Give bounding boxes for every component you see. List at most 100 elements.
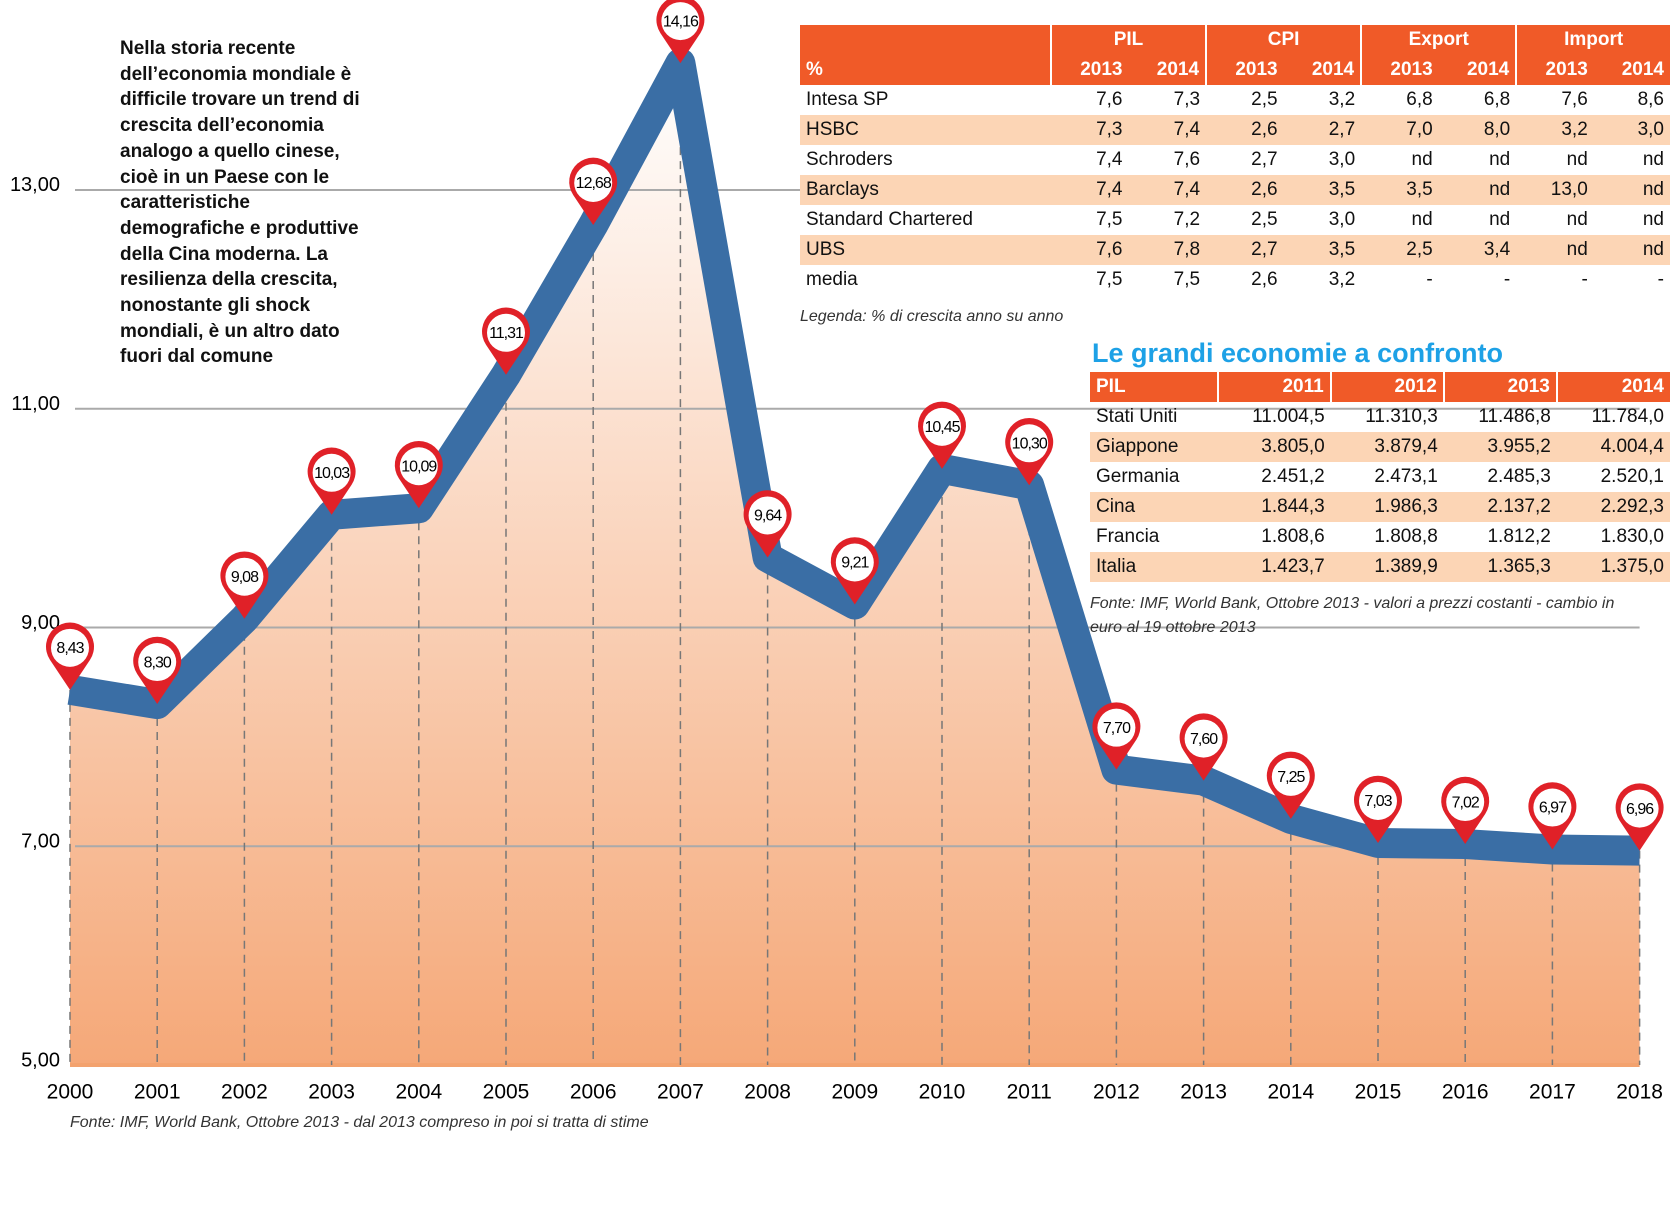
cell: 3,2 bbox=[1328, 89, 1356, 110]
cell: nd bbox=[1516, 235, 1594, 265]
cell: 1.808,6 bbox=[1261, 526, 1325, 547]
row: Francia 1.808,6 1.808,8 1.812,2 1.830,0 bbox=[1090, 522, 1670, 552]
cell: Giappone bbox=[1090, 432, 1218, 462]
cell: nd bbox=[1566, 209, 1588, 230]
x-tick-label: 2001 bbox=[134, 1081, 181, 1104]
cell: nd bbox=[1566, 149, 1588, 170]
pin-face bbox=[923, 407, 961, 446]
cell: 7,6 bbox=[1561, 89, 1588, 110]
x-tick-label: 2004 bbox=[395, 1081, 442, 1104]
cell: 7,0 bbox=[1361, 115, 1439, 145]
cell: 3,2 bbox=[1328, 269, 1356, 290]
cell: Schroders bbox=[806, 149, 893, 170]
cell: 8,6 bbox=[1637, 89, 1664, 110]
value-label: 14,16 bbox=[663, 13, 699, 30]
cell: nd bbox=[1411, 149, 1433, 170]
cell: 1.375,0 bbox=[1556, 552, 1670, 582]
value-label: 11,31 bbox=[489, 325, 524, 342]
pin: 10,45 bbox=[917, 401, 967, 469]
cell: 2,6 bbox=[1251, 269, 1278, 290]
row: Giappone 3.805,0 3.879,4 3.955,2 4.004,4 bbox=[1090, 432, 1670, 462]
cell: 11.310,3 bbox=[1365, 406, 1438, 427]
value-label: 10,09 bbox=[401, 458, 437, 475]
year-header: 2013 bbox=[1049, 55, 1129, 85]
cell: 2.137,2 bbox=[1443, 492, 1557, 522]
cell: 3,0 bbox=[1593, 115, 1670, 145]
row: Stati Uniti 11.004,5 11.310,3 11.486,8 11.78… bbox=[1090, 402, 1670, 432]
y-tick-label: 11,00 bbox=[11, 393, 60, 415]
cell: 7,3 bbox=[1173, 89, 1201, 110]
year-header: 2014 bbox=[1283, 55, 1362, 85]
cell: nd bbox=[1489, 149, 1511, 170]
y-tick-label: 13,00 bbox=[10, 174, 60, 196]
value-label: 9,21 bbox=[841, 555, 869, 572]
row: Cina 1.844,3 1.986,3 2.137,2 2.292,3 bbox=[1090, 492, 1670, 522]
row: Intesa SP 7,6 7,3 2,5 3,2 6,8 6,8 7,6 8,6 bbox=[800, 85, 1670, 115]
cell: 7,6 bbox=[1096, 89, 1123, 110]
x-tick-label: 2010 bbox=[919, 1081, 966, 1104]
x-tick-label: 2018 bbox=[1616, 1081, 1663, 1104]
pin: 9,64 bbox=[743, 490, 792, 558]
pin: 8,43 bbox=[46, 622, 94, 690]
value-label: 12,68 bbox=[576, 175, 612, 192]
cell: 1.365,3 bbox=[1443, 552, 1557, 582]
cell: 11.784,0 bbox=[1591, 406, 1664, 427]
x-tick-label: 2012 bbox=[1093, 1081, 1140, 1104]
pin-face bbox=[138, 643, 177, 682]
group-header: CPI bbox=[1205, 25, 1362, 55]
pin: 6,96 bbox=[1615, 783, 1664, 851]
cell: 2.292,3 bbox=[1556, 492, 1670, 522]
cell: 1.389,9 bbox=[1330, 552, 1444, 582]
cell: nd bbox=[1642, 149, 1664, 170]
pin: 6,97 bbox=[1528, 782, 1577, 850]
cell: 3,5 bbox=[1361, 175, 1439, 205]
x-tick-label: 2003 bbox=[308, 1081, 355, 1104]
value-label: 7,70 bbox=[1103, 720, 1131, 737]
cell: 2.451,2 bbox=[1261, 466, 1325, 487]
value-label: 9,64 bbox=[754, 508, 782, 525]
cell: Germania bbox=[1096, 466, 1180, 487]
cell: 3,5 bbox=[1283, 235, 1362, 265]
cell: Italia bbox=[1090, 552, 1218, 582]
cell: Intesa SP bbox=[806, 89, 889, 110]
header-cell: 2013 bbox=[1442, 372, 1557, 402]
cell: 3,0 bbox=[1328, 149, 1356, 170]
cell: 3,5 bbox=[1283, 175, 1362, 205]
pin-face bbox=[748, 496, 787, 535]
cell: 1.830,0 bbox=[1600, 526, 1664, 547]
header-row: % 2013 2014 2013 2014 2013 2014 2013 2014 bbox=[800, 55, 1670, 85]
pin: 8,30 bbox=[133, 636, 182, 705]
pin: 7,60 bbox=[1179, 713, 1228, 781]
pin-face bbox=[1184, 719, 1223, 758]
pin: 10,09 bbox=[394, 440, 443, 509]
pin: 9,21 bbox=[830, 537, 879, 605]
value-label: 6,96 bbox=[1626, 801, 1654, 818]
cell: 6,8 bbox=[1483, 89, 1511, 110]
x-tick-label: 2005 bbox=[483, 1081, 530, 1104]
cell: - bbox=[1581, 269, 1588, 290]
cell: 7,2 bbox=[1173, 209, 1201, 230]
cell: 3.955,2 bbox=[1443, 432, 1557, 462]
economies-table: PIL 2011 2012 2013 2014 Stati Uniti 11.004,5 11… bbox=[1090, 372, 1670, 582]
pin: 14,16 bbox=[656, 0, 705, 64]
cell: Francia bbox=[1096, 526, 1160, 547]
cell: 1.812,2 bbox=[1487, 526, 1551, 547]
cell: 7,6 bbox=[1050, 235, 1129, 265]
year-header: 2014 bbox=[1128, 55, 1207, 85]
table-legend: Legenda: % di crescita anno su anno bbox=[800, 308, 1064, 325]
y-tick-label: 5,00 bbox=[21, 1049, 60, 1071]
pin: 7,02 bbox=[1441, 776, 1490, 845]
cell: nd bbox=[1489, 209, 1511, 230]
x-tick-label: 2006 bbox=[570, 1081, 617, 1104]
cell: 2,7 bbox=[1206, 235, 1284, 265]
header-cell: 2012 bbox=[1329, 372, 1444, 402]
row: Barclays 7,4 7,4 2,6 3,5 3,5 nd 13,0 nd bbox=[800, 175, 1670, 205]
cell: - bbox=[1657, 269, 1664, 290]
forecast-table: PIL CPI Export Import% 2013 2014 2013 2014 2013 2… bbox=[800, 25, 1670, 295]
cell: 7,5 bbox=[1096, 209, 1123, 230]
x-tick-label: 2007 bbox=[657, 1081, 704, 1104]
cell: Cina bbox=[1090, 492, 1218, 522]
row: HSBC 7,3 7,4 2,6 2,7 7,0 8,0 3,2 3,0 bbox=[800, 115, 1670, 145]
cell: 1.986,3 bbox=[1330, 492, 1444, 522]
row: Germania 2.451,2 2.473,1 2.485,3 2.520,1 bbox=[1090, 462, 1670, 492]
